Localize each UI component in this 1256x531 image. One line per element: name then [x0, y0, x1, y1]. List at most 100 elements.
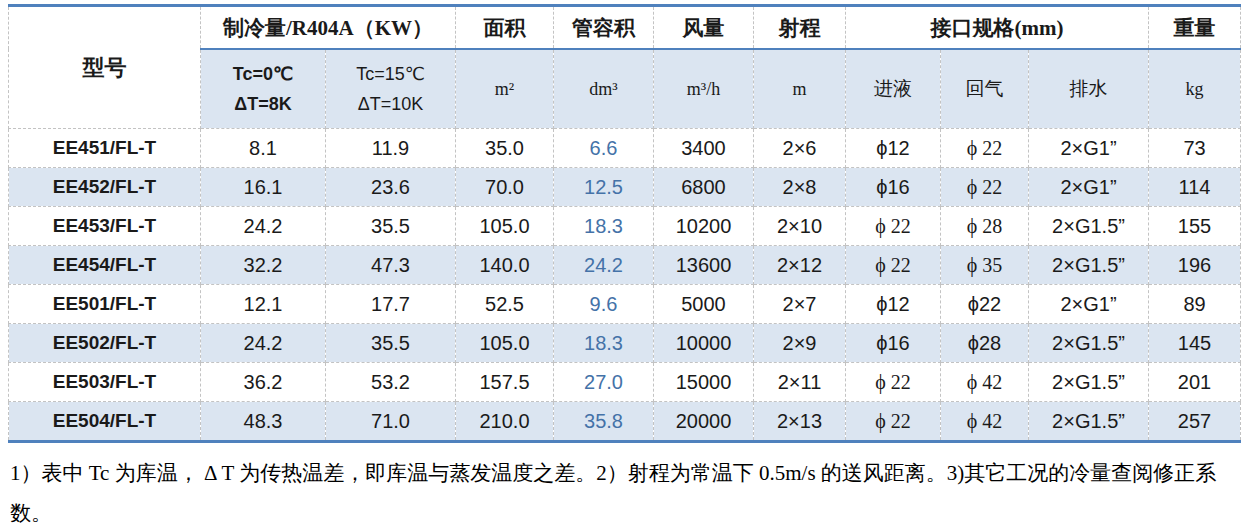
model-cell: EE501/FL-T: [9, 285, 201, 324]
col-header-liquid-in: 进液: [846, 49, 941, 129]
capacity-tc15-cell: 17.7: [326, 285, 456, 324]
model-cell: EE453/FL-T: [9, 207, 201, 246]
volume-cell: 12.5: [554, 168, 654, 207]
gas-return-cell: ϕ 42: [941, 363, 1029, 402]
weight-cell: 73: [1149, 129, 1241, 168]
capacity-tc0-cell: 48.3: [201, 402, 326, 442]
area-cell: 70.0: [456, 168, 554, 207]
capacity-tc0-cell: 24.2: [201, 324, 326, 363]
unit-weight: kg: [1149, 49, 1241, 129]
model-cell: EE502/FL-T: [9, 324, 201, 363]
airflow-cell: 10200: [654, 207, 754, 246]
condition-line: ΔT=10K: [328, 89, 453, 119]
weight-cell: 89: [1149, 285, 1241, 324]
col-header-airflow: 风量: [654, 6, 754, 50]
unit-area: m²: [456, 49, 554, 129]
throw-cell: 2×10: [754, 207, 846, 246]
drain-cell: 2×G1”: [1029, 168, 1149, 207]
drain-cell: 2×G1.5”: [1029, 363, 1149, 402]
weight-cell: 257: [1149, 402, 1241, 442]
capacity-tc0-cell: 36.2: [201, 363, 326, 402]
area-cell: 35.0: [456, 129, 554, 168]
throw-cell: 2×12: [754, 246, 846, 285]
liquid-in-cell: ϕ 22: [846, 246, 941, 285]
col-header-area: 面积: [456, 6, 554, 50]
liquid-in-cell: ϕ16: [846, 324, 941, 363]
page: 型号 制冷量/R404A（KW） 面积 管容积 风量 射程 接口规格(mm) 重…: [0, 0, 1256, 531]
col-header-capacity-group: 制冷量/R404A（KW）: [201, 6, 456, 50]
capacity-tc15-cell: 35.5: [326, 207, 456, 246]
table-row: EE453/FL-T 24.2 35.5 105.0 18.3 10200 2×…: [9, 207, 1241, 246]
table-row: EE452/FL-T 16.1 23.6 70.0 12.5 6800 2×8 …: [9, 168, 1241, 207]
airflow-cell: 3400: [654, 129, 754, 168]
capacity-tc15-cell: 23.6: [326, 168, 456, 207]
gas-return-cell: ϕ 35: [941, 246, 1029, 285]
weight-cell: 145: [1149, 324, 1241, 363]
unit-airflow: m³/h: [654, 49, 754, 129]
liquid-in-cell: ϕ12: [846, 129, 941, 168]
col-header-model: 型号: [9, 6, 201, 129]
header-row-1: 型号 制冷量/R404A（KW） 面积 管容积 风量 射程 接口规格(mm) 重…: [9, 6, 1241, 50]
capacity-tc0-cell: 24.2: [201, 207, 326, 246]
airflow-cell: 15000: [654, 363, 754, 402]
throw-cell: 2×11: [754, 363, 846, 402]
col-header-volume: 管容积: [554, 6, 654, 50]
capacity-tc15-cell: 35.5: [326, 324, 456, 363]
table-row: EE503/FL-T 36.2 53.2 157.5 27.0 15000 2×…: [9, 363, 1241, 402]
airflow-cell: 20000: [654, 402, 754, 442]
liquid-in-cell: ϕ 22: [846, 363, 941, 402]
col-header-throw: 射程: [754, 6, 846, 50]
gas-return-cell: ϕ 28: [941, 207, 1029, 246]
volume-cell: 9.6: [554, 285, 654, 324]
table-row: EE501/FL-T 12.1 17.7 52.5 9.6 5000 2×7 ϕ…: [9, 285, 1241, 324]
col-header-interface-group: 接口规格(mm): [846, 6, 1149, 50]
drain-cell: 2×G1.5”: [1029, 324, 1149, 363]
condition-line: ΔT=8K: [203, 89, 323, 119]
model-cell: EE452/FL-T: [9, 168, 201, 207]
throw-cell: 2×8: [754, 168, 846, 207]
table-row: EE451/FL-T 8.1 11.9 35.0 6.6 3400 2×6 ϕ1…: [9, 129, 1241, 168]
col-header-drain: 排水: [1029, 49, 1149, 129]
drain-cell: 2×G1”: [1029, 285, 1149, 324]
airflow-cell: 10000: [654, 324, 754, 363]
footnotes: 1）表中 Tc 为库温， Δ T 为传热温差，即库温与蒸发温度之差。2）射程为常…: [10, 453, 1254, 531]
drain-cell: 2×G1.5”: [1029, 207, 1149, 246]
throw-cell: 2×7: [754, 285, 846, 324]
volume-cell: 24.2: [554, 246, 654, 285]
capacity-tc15-cell: 71.0: [326, 402, 456, 442]
throw-cell: 2×6: [754, 129, 846, 168]
gas-return-cell: ϕ28: [941, 324, 1029, 363]
col-header-condition-tc0: Tc=0℃ ΔT=8K: [201, 49, 326, 129]
model-cell: EE504/FL-T: [9, 402, 201, 442]
col-header-gas-return: 回气: [941, 49, 1029, 129]
unit-volume: dm³: [554, 49, 654, 129]
drain-cell: 2×G1.5”: [1029, 246, 1149, 285]
volume-cell: 27.0: [554, 363, 654, 402]
area-cell: 157.5: [456, 363, 554, 402]
weight-cell: 155: [1149, 207, 1241, 246]
capacity-tc15-cell: 47.3: [326, 246, 456, 285]
area-cell: 140.0: [456, 246, 554, 285]
condition-line: Tc=15℃: [328, 59, 453, 89]
gas-return-cell: ϕ 22: [941, 168, 1029, 207]
drain-cell: 2×G1.5”: [1029, 402, 1149, 442]
table-row: EE454/FL-T 32.2 47.3 140.0 24.2 13600 2×…: [9, 246, 1241, 285]
col-header-condition-tc15: Tc=15℃ ΔT=10K: [326, 49, 456, 129]
capacity-tc0-cell: 16.1: [201, 168, 326, 207]
model-cell: EE503/FL-T: [9, 363, 201, 402]
spec-table: 型号 制冷量/R404A（KW） 面积 管容积 风量 射程 接口规格(mm) 重…: [8, 4, 1241, 443]
capacity-tc0-cell: 8.1: [201, 129, 326, 168]
capacity-tc0-cell: 12.1: [201, 285, 326, 324]
liquid-in-cell: ϕ 22: [846, 207, 941, 246]
airflow-cell: 13600: [654, 246, 754, 285]
area-cell: 105.0: [456, 324, 554, 363]
table-row: EE504/FL-T 48.3 71.0 210.0 35.8 20000 2×…: [9, 402, 1241, 442]
gas-return-cell: ϕ 22: [941, 129, 1029, 168]
area-cell: 210.0: [456, 402, 554, 442]
weight-cell: 201: [1149, 363, 1241, 402]
condition-line: Tc=0℃: [203, 59, 323, 89]
volume-cell: 35.8: [554, 402, 654, 442]
liquid-in-cell: ϕ 22: [846, 402, 941, 442]
capacity-tc15-cell: 11.9: [326, 129, 456, 168]
volume-cell: 6.6: [554, 129, 654, 168]
